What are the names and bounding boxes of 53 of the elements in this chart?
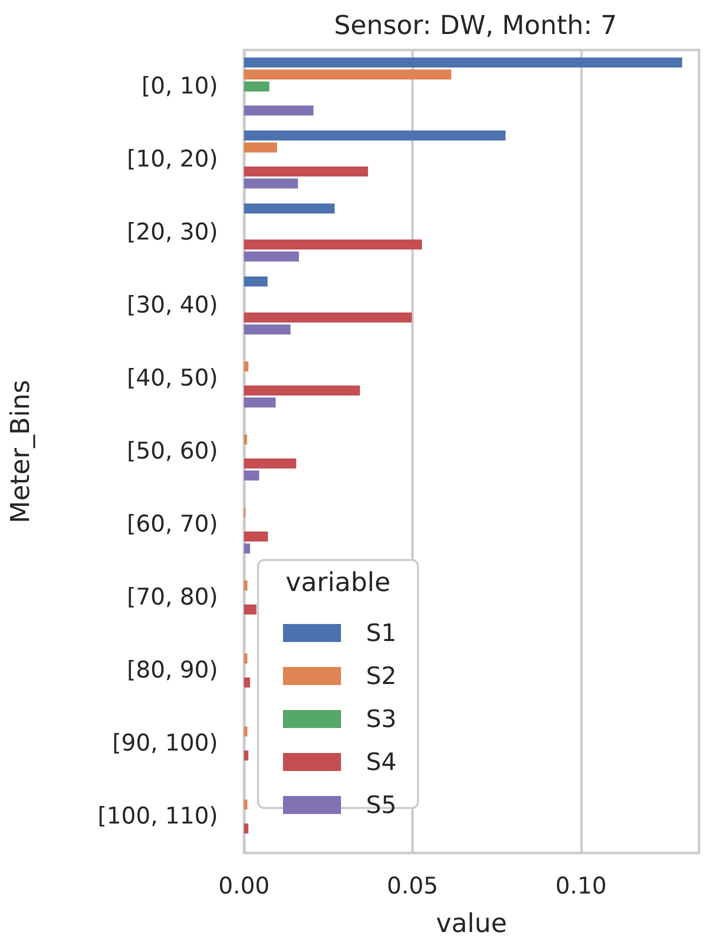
y-tick-label: [50, 60)	[126, 438, 218, 464]
y-tick-label: [40, 50)	[126, 366, 218, 392]
bar	[244, 398, 276, 408]
bar	[244, 240, 422, 250]
bar	[244, 386, 360, 396]
bar	[244, 70, 452, 80]
legend-label: S1	[366, 619, 397, 647]
bar	[244, 750, 248, 760]
y-tick-label: [0, 10)	[142, 74, 218, 100]
bar	[244, 130, 506, 140]
bar	[244, 58, 682, 68]
bar	[244, 532, 268, 542]
bar	[244, 434, 248, 444]
bar	[244, 726, 248, 736]
x-tick-label: 0.00	[218, 874, 270, 900]
bar	[244, 324, 291, 334]
bar	[244, 312, 412, 322]
legend-label: S4	[366, 748, 397, 776]
bar	[244, 362, 248, 372]
bar	[244, 252, 299, 262]
bar	[244, 82, 270, 92]
legend-title: variable	[286, 568, 390, 598]
bar	[244, 470, 260, 480]
x-tick-label: 0.05	[386, 874, 438, 900]
x-tick-label: 0.10	[555, 874, 607, 900]
y-tick-label: [100, 110)	[98, 804, 218, 830]
bar	[244, 654, 248, 664]
bar	[244, 458, 296, 468]
bar	[244, 604, 256, 614]
bar	[244, 178, 298, 188]
bar	[244, 824, 248, 834]
y-tick-label: [90, 100)	[112, 730, 218, 756]
bar	[244, 276, 268, 286]
y-tick-label: [80, 90)	[126, 658, 218, 684]
legend-label: S3	[366, 705, 397, 733]
y-tick-label: [60, 70)	[126, 512, 218, 538]
y-tick-label: [70, 80)	[126, 584, 218, 610]
legend-label: S2	[366, 662, 397, 690]
bar	[244, 106, 314, 116]
chart-title: Sensor: DW, Month: 7	[334, 11, 618, 41]
y-tick-label: [20, 30)	[126, 220, 218, 246]
x-axis-title: value	[436, 909, 508, 939]
y-tick-label: [10, 20)	[126, 146, 218, 172]
bar	[244, 800, 248, 810]
bar	[244, 142, 278, 152]
y-axis-title: Meter_Bins	[6, 380, 36, 524]
legend-label: S5	[366, 791, 397, 819]
bar	[244, 166, 368, 176]
bar	[244, 204, 335, 214]
bar	[244, 544, 250, 554]
bar	[244, 678, 250, 688]
bar	[244, 580, 248, 590]
y-tick-label: [30, 40)	[126, 292, 218, 318]
